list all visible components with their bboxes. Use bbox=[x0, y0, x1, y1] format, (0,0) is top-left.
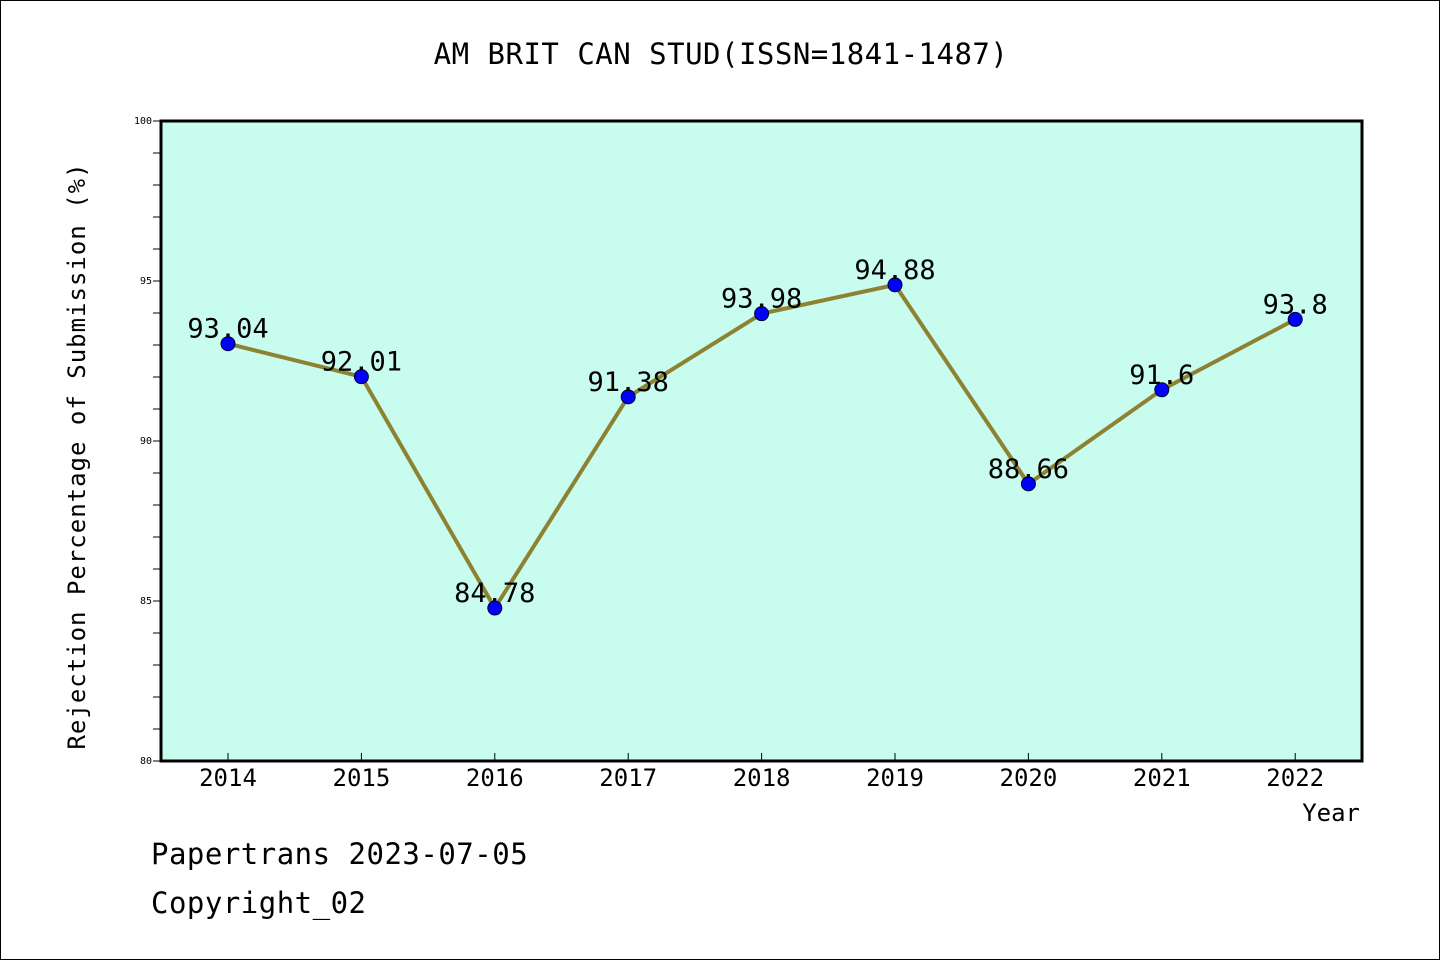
x-tick-label: 2016 bbox=[466, 764, 524, 792]
data-point bbox=[1020, 476, 1036, 492]
y-tick-label: 95 bbox=[140, 276, 152, 287]
data-point bbox=[620, 389, 636, 405]
data-point bbox=[353, 369, 369, 385]
footer-date: Papertrans 2023-07-05 bbox=[151, 837, 529, 871]
y-axis-label: Rejection Percentage of Submission (%) bbox=[63, 162, 91, 749]
data-point bbox=[487, 600, 503, 616]
series: 93.04 92.01 84.78 91.38 93.98 94.88 88.66 91.6 9… bbox=[187, 255, 1328, 616]
data-point bbox=[754, 306, 770, 322]
plot-area bbox=[161, 121, 1362, 761]
data-label: 91.6 bbox=[1129, 360, 1194, 391]
x-tick-label: 2015 bbox=[333, 764, 391, 792]
data-point bbox=[887, 277, 903, 293]
data-label: 84.78 bbox=[454, 578, 535, 609]
x-tick-label: 2018 bbox=[733, 764, 791, 792]
footer-copyright: Copyright_02 bbox=[151, 886, 367, 920]
x-tick-label: 2021 bbox=[1133, 764, 1191, 792]
x-tick-label: 2014 bbox=[199, 764, 257, 792]
y-tick-label: 90 bbox=[140, 436, 152, 447]
data-point bbox=[220, 336, 236, 352]
y-tick-label: 85 bbox=[140, 596, 152, 607]
data-label: 93.8 bbox=[1263, 289, 1328, 320]
data-label: 93.04 bbox=[187, 314, 268, 345]
data-label: 92.01 bbox=[321, 347, 402, 378]
y-tick-label: 100 bbox=[134, 116, 152, 127]
plot-frame bbox=[159, 119, 1364, 763]
y-axis: 80 85 90 95 100 bbox=[134, 116, 161, 767]
x-tick-label: 2017 bbox=[599, 764, 657, 792]
x-tick-label: 2019 bbox=[866, 764, 924, 792]
x-tick-label: 2022 bbox=[1266, 764, 1324, 792]
chart-title: AM BRIT CAN STUD(ISSN=1841-1487) bbox=[433, 37, 1009, 71]
y-tick-label: 80 bbox=[140, 756, 152, 767]
data-point bbox=[1154, 382, 1170, 398]
x-axis-label: Year bbox=[1302, 799, 1360, 827]
x-axis: 2014 2015 2016 2017 2018 2019 2020 2021 2022 bbox=[199, 753, 1324, 792]
data-label: 91.38 bbox=[588, 367, 669, 398]
data-label: 93.98 bbox=[721, 284, 802, 315]
data-point bbox=[1287, 311, 1303, 327]
data-label: 94.88 bbox=[854, 255, 935, 286]
x-tick-label: 2020 bbox=[1000, 764, 1058, 792]
data-label: 88.66 bbox=[988, 454, 1069, 485]
